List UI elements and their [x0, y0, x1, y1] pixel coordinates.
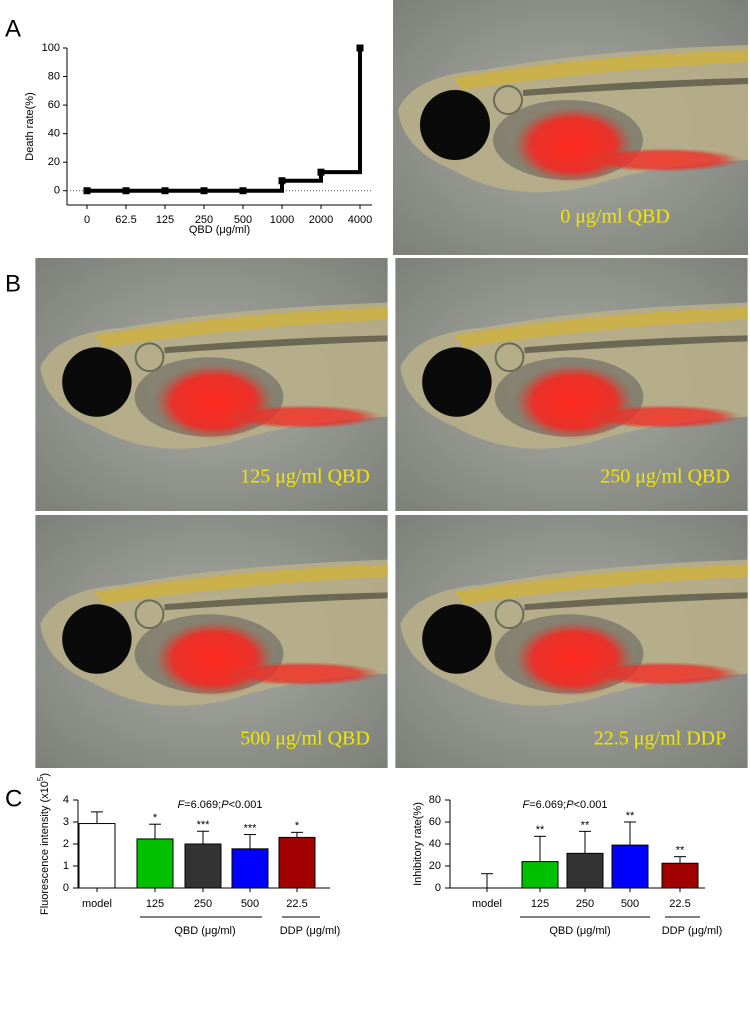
stat-text: F=6.069;P<0.001	[522, 799, 607, 811]
x-tick-label: 500	[241, 898, 259, 910]
group-label: QBD (μg/ml)	[174, 925, 235, 937]
x-tick-label: 250	[194, 898, 212, 910]
y-tick-label: 0	[435, 882, 441, 894]
y-tick-label: 1	[63, 860, 69, 872]
x-tick-label: 125	[531, 898, 549, 910]
x-tick-label: 500	[234, 214, 252, 226]
marker	[278, 177, 286, 185]
bar	[278, 836, 316, 889]
stat-text: F=6.069;P<0.001	[177, 799, 262, 811]
text-part: F	[177, 799, 185, 811]
x-tick-label: 500	[621, 898, 639, 910]
x-tick-label: model	[472, 898, 502, 910]
text-part: 5	[36, 776, 45, 781]
text-part: F	[522, 799, 530, 811]
group-label: DDP (μg/ml)	[280, 925, 341, 937]
y-tick-label: 2	[63, 838, 69, 850]
group-label: QBD (μg/ml)	[549, 925, 610, 937]
x-tick-label: 0	[84, 214, 90, 226]
bar	[521, 861, 559, 889]
text-part: <0.001	[229, 799, 263, 811]
significance-label: *	[295, 820, 300, 832]
image-caption: 22.5 μg/ml DDP	[594, 728, 726, 750]
marker	[200, 187, 208, 195]
image-caption: 500 μg/ml QBD	[240, 728, 370, 750]
y-tick-label: 60	[429, 816, 441, 828]
x-tick-label: 4000	[348, 214, 372, 226]
y-tick-label: 4	[63, 794, 69, 806]
x-tick-label: 1000	[270, 214, 294, 226]
y-tick-label: 20	[48, 156, 60, 168]
image-caption: 0 μg/ml QBD	[560, 206, 670, 228]
x-tick-label: 22.5	[286, 898, 307, 910]
significance-label: **	[581, 819, 590, 831]
x-tick-label: 250	[576, 898, 594, 910]
x-tick-label: 125	[146, 898, 164, 910]
marker	[122, 187, 130, 195]
y-tick-label: 0	[63, 882, 69, 894]
marker	[239, 187, 247, 195]
y-tick-label: 60	[48, 99, 60, 111]
y-axis-label: Inhibitory rate(%)	[412, 802, 424, 886]
x-axis-label: QBD (μg/ml)	[189, 224, 250, 236]
y-tick-label: 0	[54, 185, 60, 197]
panel-label: A	[5, 15, 21, 42]
x-tick-label: 2000	[309, 214, 333, 226]
text-part: P	[566, 799, 574, 811]
marker	[317, 168, 325, 176]
bar	[78, 823, 116, 889]
marker	[161, 187, 169, 195]
text-part: )	[39, 773, 51, 777]
x-tick-label: 22.5	[669, 898, 690, 910]
image-caption: 250 μg/ml QBD	[600, 466, 730, 488]
bar	[136, 838, 174, 889]
x-tick-label: 62.5	[115, 214, 136, 226]
panel-label: C	[5, 785, 22, 812]
significance-label: **	[626, 810, 635, 822]
y-tick-label: 80	[429, 794, 441, 806]
x-tick-label: model	[82, 898, 112, 910]
text-part: =6.069;	[184, 799, 221, 811]
panel-label: B	[5, 270, 21, 297]
significance-label: ***	[197, 819, 211, 831]
x-tick-label: 125	[156, 214, 174, 226]
y-axis-label: Death rate(%)	[24, 92, 36, 160]
significance-label: *	[153, 812, 158, 824]
significance-label: **	[536, 824, 545, 836]
y-tick-label: 100	[42, 42, 60, 54]
text-part: =6.069;	[529, 799, 566, 811]
text-part: Inhibitory rate(%)	[412, 802, 424, 886]
y-tick-label: 80	[48, 70, 60, 82]
text-part: P	[221, 799, 229, 811]
y-tick-label: 20	[429, 860, 441, 872]
group-label: DDP (μg/ml)	[662, 925, 723, 937]
bar	[566, 852, 604, 889]
marker	[356, 44, 364, 52]
y-axis-label: Fluorescence intensity (x105)	[36, 773, 51, 915]
y-tick-label: 40	[429, 838, 441, 850]
bar	[231, 848, 269, 889]
y-tick-label: 3	[63, 816, 69, 828]
bar	[661, 862, 699, 889]
image-caption: 125 μg/ml QBD	[240, 466, 370, 488]
bar	[611, 844, 649, 889]
y-tick-label: 40	[48, 128, 60, 140]
bar	[184, 843, 222, 889]
x-tick-label: 250	[195, 214, 213, 226]
text-part: Fluorescence intensity (x10	[39, 781, 51, 915]
marker	[83, 187, 91, 195]
significance-label: ***	[244, 822, 258, 834]
step-line	[87, 48, 362, 193]
text-part: <0.001	[574, 799, 608, 811]
significance-label: **	[676, 845, 685, 857]
